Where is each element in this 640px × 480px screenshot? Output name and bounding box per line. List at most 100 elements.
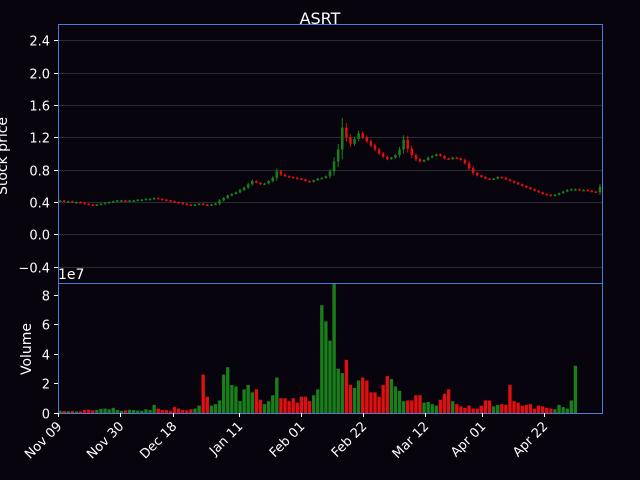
candle-up (390, 157, 393, 160)
volume-bar (99, 408, 103, 413)
candle-down (206, 204, 209, 206)
candle-up (128, 200, 131, 202)
volume-bar (242, 389, 246, 413)
volume-bar (328, 340, 332, 413)
volume-bar (140, 410, 144, 413)
volume-bar (471, 408, 475, 413)
volume-bar (103, 408, 107, 413)
candle-down (463, 159, 467, 164)
volume-bar (201, 374, 205, 413)
volume-bar (295, 402, 299, 413)
candle-up (312, 180, 315, 182)
volume-bars (58, 283, 578, 413)
candle-down (512, 181, 516, 183)
candle-down (410, 148, 414, 156)
volume-bar (172, 407, 177, 413)
volume-bar (226, 367, 230, 413)
price-tick-label: 1.2 (29, 132, 50, 147)
candle-down (488, 178, 491, 181)
candle-down (373, 145, 377, 150)
price-candles (58, 117, 602, 206)
candle-up (422, 159, 426, 162)
candle-up (561, 191, 565, 194)
volume-bar (455, 404, 459, 413)
volume-bar (467, 405, 471, 413)
volume-bar (144, 409, 148, 413)
volume-bar (569, 400, 574, 413)
volume-bar (524, 404, 529, 413)
candle-up (230, 193, 234, 196)
candle-down (173, 201, 176, 203)
candle-down (586, 189, 589, 192)
candle-up (95, 204, 99, 206)
volume-bar (536, 405, 541, 413)
candle-down (418, 159, 422, 162)
candle-down (443, 155, 446, 159)
volume-bar (131, 410, 136, 413)
volume-bar (483, 400, 488, 413)
price-tick-label: 1.6 (29, 100, 50, 115)
candle-down (480, 175, 483, 177)
candle-down (201, 203, 205, 206)
candle-down (87, 203, 90, 206)
candle-down (255, 181, 258, 183)
volume-bar (254, 389, 259, 413)
candle-down (291, 176, 295, 179)
candle-down (287, 176, 291, 178)
volume-bar (299, 396, 304, 413)
volume-bar (365, 380, 369, 413)
candle-down (361, 133, 364, 138)
candle-up (222, 198, 225, 201)
candle-down (189, 204, 193, 206)
candle-up (320, 177, 324, 180)
volume-bar (136, 410, 140, 413)
candle-up (210, 204, 213, 206)
candle-up (132, 200, 135, 202)
candle-down (377, 149, 381, 154)
volume-bar (553, 409, 557, 413)
volume-bar (496, 404, 500, 413)
volume-bar (86, 409, 91, 413)
price-tick-label: 2.0 (29, 68, 50, 83)
candle-down (533, 189, 536, 191)
volume-bar (401, 401, 406, 413)
candle-down (283, 174, 287, 177)
price-gridlines (58, 40, 602, 268)
volume-bar (70, 411, 74, 413)
candle-down (594, 191, 598, 194)
volume-bar (565, 408, 569, 413)
candle-down (369, 141, 373, 146)
volume-offset-label: 1e7 (58, 267, 84, 283)
candle-up (251, 181, 254, 185)
candle-down (381, 153, 385, 157)
candle-up (324, 176, 328, 178)
volume-bar (316, 389, 320, 413)
volume-bar (324, 321, 328, 413)
volume-bar (336, 368, 340, 413)
price-y-ticks: −0.4 0.0 0.4 0.8 1.2 1.6 2.0 2.4 (18, 35, 58, 277)
candle-down (406, 139, 409, 149)
volume-bar (303, 396, 308, 413)
volume-bar (283, 398, 287, 413)
volume-bar (250, 392, 254, 413)
volume-bar (344, 359, 349, 413)
candle-up (557, 193, 561, 195)
chart-title: ASRT (300, 9, 341, 28)
candle-up (234, 192, 238, 194)
candle-down (414, 155, 418, 160)
candle-down (181, 202, 185, 205)
volume-bar (230, 384, 234, 413)
volume-bar (352, 387, 357, 413)
candle-down (259, 182, 262, 185)
volume-bar (410, 400, 414, 413)
candle-up (336, 149, 340, 162)
candle-down (529, 187, 532, 190)
candle-down (385, 156, 389, 160)
candle-up (426, 157, 430, 160)
volume-bar (78, 411, 83, 413)
price-axis-label: Stock price (0, 117, 11, 195)
candle-up (492, 178, 495, 181)
candle-up (111, 201, 115, 203)
candle-up (582, 189, 585, 192)
candle-up (197, 203, 201, 206)
